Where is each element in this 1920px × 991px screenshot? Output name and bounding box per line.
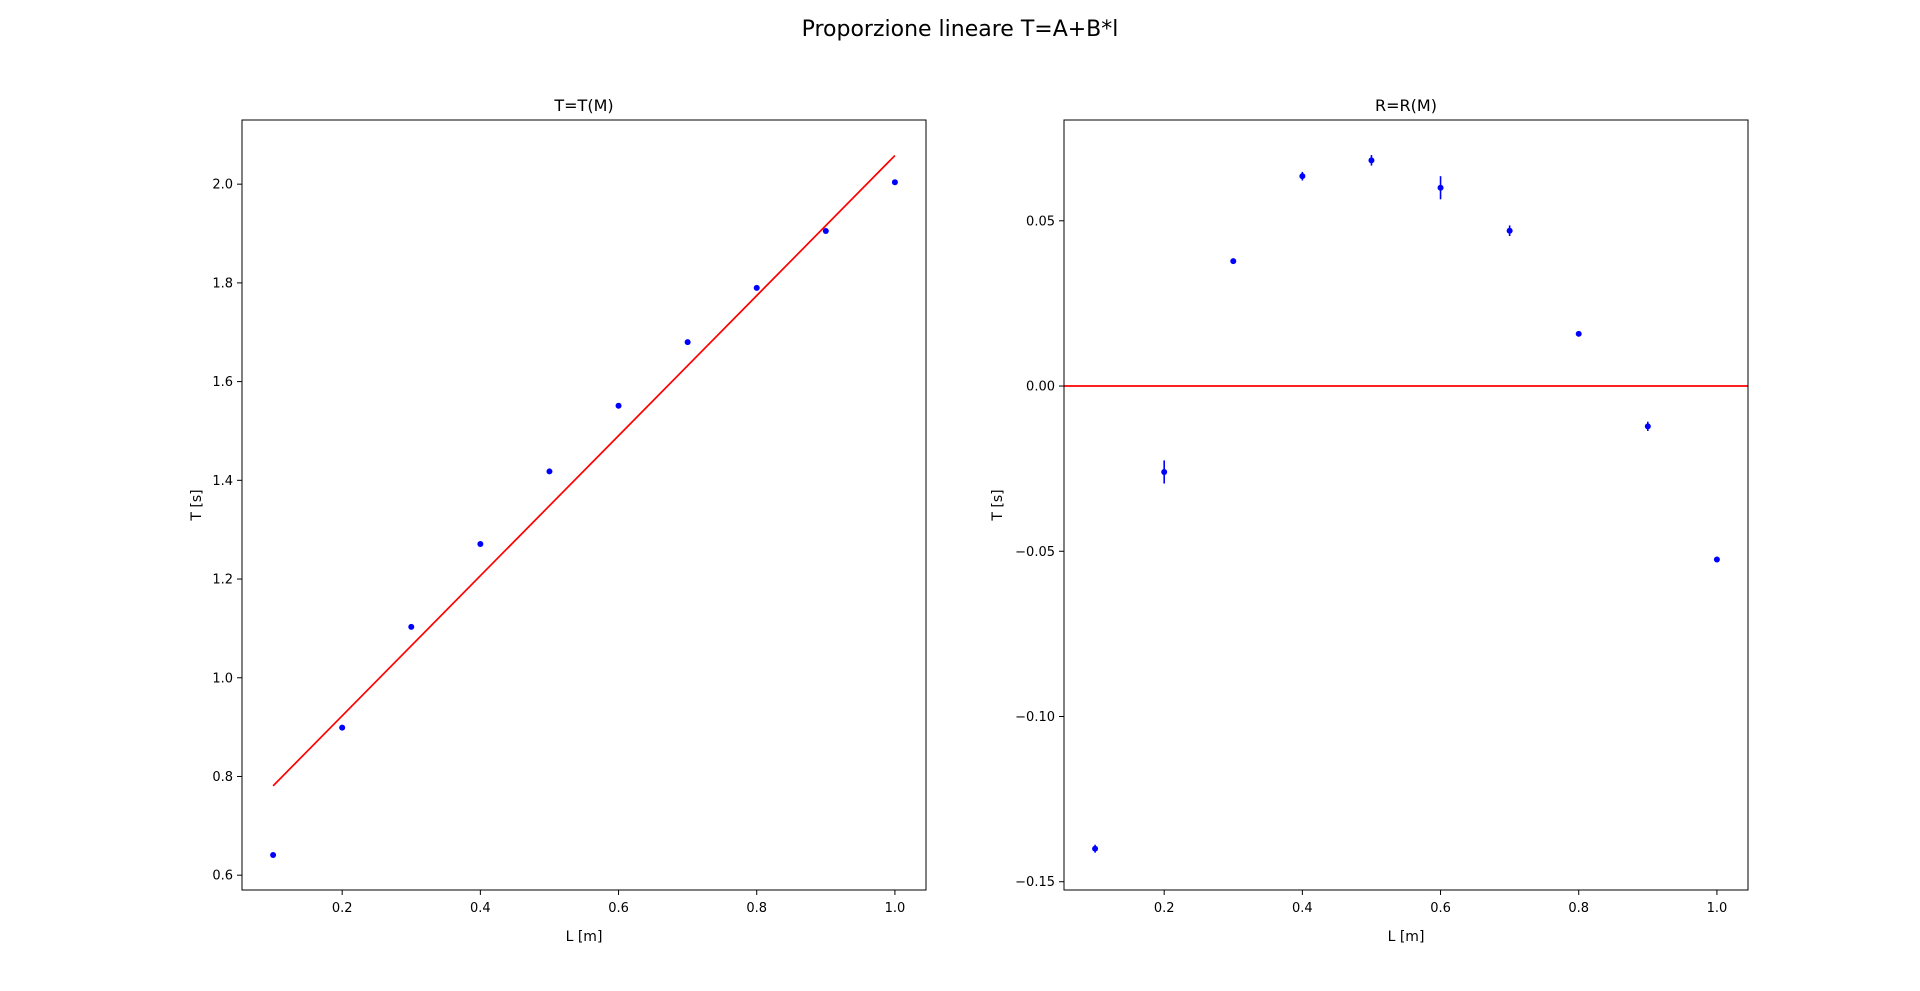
right-plot-data-point — [1644, 423, 1651, 430]
right-plot-data-point — [1437, 184, 1444, 191]
left-plot-axes: T=T(M) L [m] T [s] 0.2 0.4 0.6 0.8 1.0 0.6 0.8… — [189, 96, 927, 945]
left-plot-data-point — [546, 468, 553, 475]
left-plot-frame — [241, 119, 927, 891]
left-plot-xtick-label: 0.2 — [332, 901, 353, 916]
left-plot-xtick-label: 1.0 — [885, 901, 906, 916]
left-plot-ytick-label: 1.0 — [212, 671, 233, 686]
left-plot-data-point — [408, 623, 415, 630]
right-plot-data-point — [1230, 258, 1237, 265]
right-plot-ytick-label: −0.05 — [1015, 545, 1055, 560]
right-plot-data-point — [1092, 845, 1099, 852]
left-plot-ytick-label: 1.4 — [212, 474, 233, 489]
right-plot-title: R=R(M) — [1375, 96, 1437, 115]
left-plot-xtick-label: 0.6 — [608, 901, 629, 916]
right-plot-frame — [1063, 119, 1749, 891]
right-plot-axes: R=R(M) L [m] T [s] 0.2 0.4 0.6 0.8 1.0 −0.15 −… — [990, 96, 1749, 945]
right-plot-xtick-label: 0.2 — [1154, 901, 1175, 916]
left-plot-data-point — [891, 179, 898, 186]
right-plot-xlabel: L [m] — [1388, 929, 1425, 945]
left-plot-data-point — [753, 284, 760, 291]
left-plot-ylabel: T [s] — [189, 489, 205, 521]
left-plot-data-point — [684, 339, 691, 346]
figure-suptitle: Proporzione lineare T=A+B*l — [802, 17, 1119, 42]
right-plot-data-point — [1368, 157, 1375, 164]
right-plot-xtick-label: 0.4 — [1292, 901, 1313, 916]
right-plot-ytick-label: −0.10 — [1015, 710, 1055, 725]
right-plot-data-point — [1161, 468, 1168, 475]
left-plot-data-point — [822, 228, 829, 235]
right-plot-ytick-label: −0.15 — [1015, 875, 1055, 890]
left-plot-title: T=T(M) — [553, 96, 613, 115]
left-plot-data-point — [477, 540, 484, 547]
left-plot-ytick-label: 2.0 — [212, 178, 233, 193]
right-plot-xtick-label: 1.0 — [1707, 901, 1728, 916]
left-plot-ytick-label: 1.8 — [212, 276, 233, 291]
left-plot-ytick-label: 0.8 — [212, 770, 233, 785]
left-plot-data-point — [615, 402, 622, 409]
right-plot-data-point — [1575, 330, 1582, 337]
left-plot-xtick-label: 0.8 — [746, 901, 767, 916]
right-plot-ylabel: T [s] — [990, 489, 1006, 521]
left-plot-xlabel: L [m] — [566, 929, 603, 945]
left-plot-fit-line — [272, 154, 896, 787]
right-plot-data-point — [1299, 173, 1306, 180]
right-plot-ytick-label: 0.00 — [1026, 380, 1055, 395]
right-plot-data-point — [1506, 227, 1513, 234]
left-plot-ytick-label: 1.2 — [212, 573, 233, 588]
left-plot-ytick-label: 0.6 — [212, 869, 233, 884]
right-plot-ytick-label: 0.05 — [1026, 214, 1055, 229]
left-plot-ytick-label: 1.6 — [212, 375, 233, 390]
left-plot-data-point — [339, 724, 346, 731]
left-plot-xtick-label: 0.4 — [470, 901, 491, 916]
left-plot-data-point — [270, 851, 277, 858]
right-plot-xtick-label: 0.6 — [1430, 901, 1451, 916]
right-plot-data-point — [1713, 556, 1720, 563]
right-plot-xtick-label: 0.8 — [1568, 901, 1589, 916]
